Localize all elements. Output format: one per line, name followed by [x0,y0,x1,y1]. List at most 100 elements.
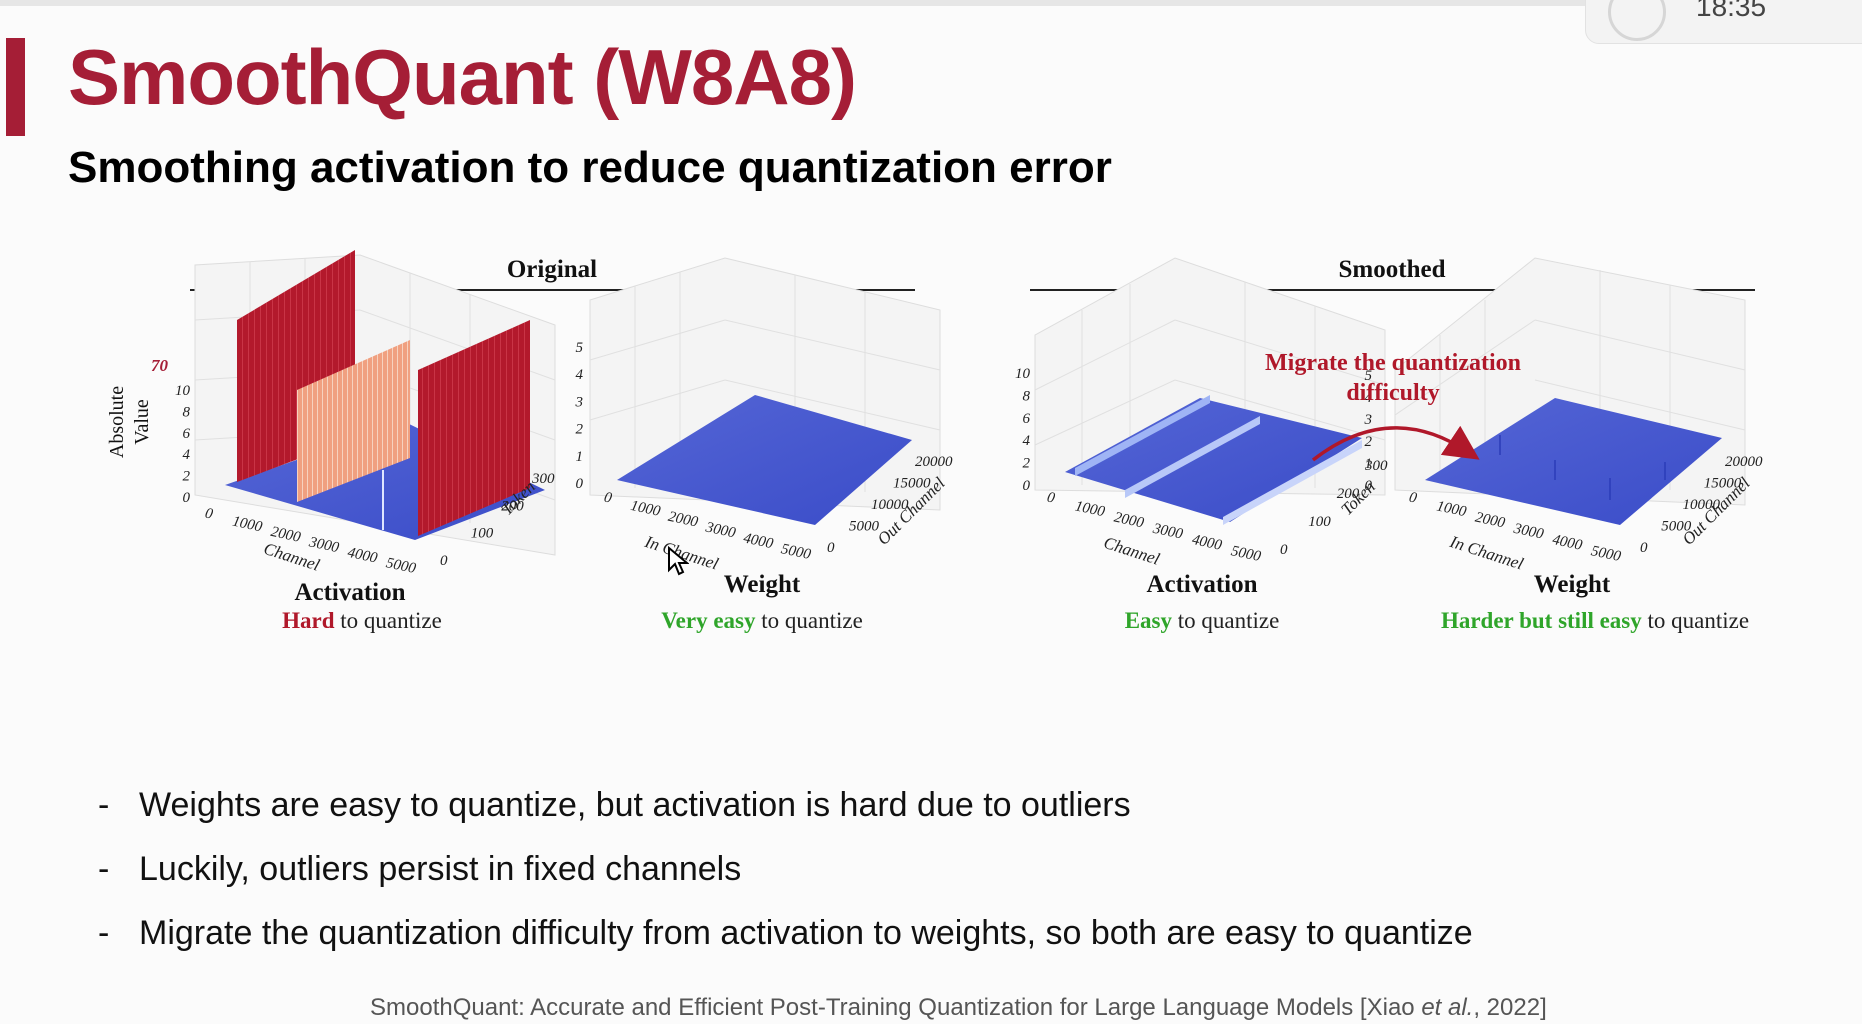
tick-label: 1000 [1435,498,1468,520]
slide-title: SmoothQuant (W8A8) [68,33,857,121]
tick-label: 200 [501,498,524,514]
tick-label: 100 [1308,514,1331,530]
tick-label: 1 [576,449,584,465]
tick-label: 15000 [893,476,931,492]
tick-label: 4 [183,447,191,463]
tick-label: 4 [1023,433,1031,449]
title-accent-bar [6,38,25,136]
tick-label: 2000 [1474,510,1507,532]
tick-label: 5000 [1589,543,1622,565]
tick-label: 200 [1337,486,1360,502]
migrate-arrow [1311,425,1480,462]
tick-label: 4000 [1190,532,1223,554]
tick-label: 0 [603,489,614,506]
axis-title-in-channel: In Channel [1447,532,1526,574]
panel-name-orig-wt: Weight [724,571,801,598]
tick-label: 2000 [1112,510,1145,532]
panel-verdict-smooth-act: Easy to quantize [1125,608,1280,633]
axis-title-channel: Channel [1101,533,1162,569]
verdict-highlight: Hard [282,608,335,633]
tick-label: 0 [1046,489,1057,506]
verdict-highlight: Very easy [661,608,756,633]
tick-label: 3000 [703,519,737,541]
tick-label: 3000 [307,534,341,556]
tick-label: 3000 [1151,521,1185,543]
tick-label: 3000 [1511,521,1545,543]
tick-label: 2 [183,469,191,485]
smoothed-activation-floor [1065,398,1362,522]
clock-time: 18:35 [1696,0,1767,22]
tick-label: 1000 [1073,498,1106,520]
verdict-highlight: Harder but still easy [1441,608,1642,633]
panel-name-orig-act: Activation [294,579,405,606]
tick-label: 3 [1364,412,1373,428]
tick-label: 1 [1365,456,1373,472]
tick-label: 0 [1408,489,1419,506]
citation: SmoothQuant: Accurate and Efficient Post… [370,994,1547,1022]
tick-label: 0 [576,476,584,492]
tick-label: 0 [204,505,215,522]
tick-label: 2 [576,422,584,438]
bullet-dash: - [98,850,110,888]
tick-label: 4 [1365,390,1373,406]
tick-label: 0 [827,540,835,556]
tick-label: 0 [183,490,191,506]
weight-floor [617,395,912,525]
outlier-channel-wall [297,340,410,502]
smoothed-weight-floor [1425,398,1722,525]
y-axis-label-absolute: Absolute [106,386,128,458]
window-top-border [0,0,1862,6]
tick-label: 3 [575,394,584,410]
tick-label: 0 [1365,478,1373,494]
panel-name-smooth-wt: Weight [1534,571,1611,598]
smoothed-channel-ridge [1075,395,1210,476]
outlier-value-label: 70 [151,356,169,375]
tick-label: 2000 [269,524,302,546]
migrate-label-line1: Migrate the quantization [1265,350,1521,376]
verdict-rest: to quantize [1642,608,1749,633]
original-label: Original [507,256,597,283]
y-axis-label-value: Value [131,399,153,445]
tick-label: 1000 [231,514,264,536]
slide-subtitle: Smoothing activation to reduce quantizat… [68,143,1112,192]
smoothed-channel-ridge [1125,416,1260,498]
bullet-text: Luckily, outliers persist in fixed chann… [139,850,742,888]
citation-prefix: SmoothQuant: Accurate and Efficient Post… [370,994,1422,1021]
tick-label: 5 [576,340,584,356]
tick-label: 4000 [346,545,379,567]
tick-label: 5000 [1229,543,1262,565]
clock-widget: 18:35 [1585,0,1862,44]
tick-label: 5000 [779,541,812,563]
tick-label: 2 [1365,434,1373,450]
panel-verdict-orig-act: Hard to quantize [282,608,442,633]
verdict-rest: to quantize [1172,608,1279,633]
tick-label: 5000 [384,555,417,577]
tick-label: 0 [1280,542,1288,558]
tick-label: 2 [1023,456,1031,472]
citation-suffix: , 2022] [1473,994,1547,1021]
tick-label: 4000 [1551,532,1584,554]
panel-verdict-orig-wt: Very easy to quantize [661,608,863,633]
panel-verdict-smooth-wt: Harder but still easy to quantize [1441,608,1749,633]
tick-label: 0 [1640,540,1648,556]
mouse-cursor-icon [667,545,690,581]
bullet-text: Migrate the quantization difficulty from… [139,914,1473,952]
panel-name-smooth-act: Activation [1146,571,1257,598]
tick-label: 10000 [1683,497,1721,513]
tick-label: 10 [1015,366,1031,382]
tick-label: 15000 [1704,476,1742,492]
tick-label: 2000 [667,509,700,531]
verdict-highlight: Easy [1125,608,1173,633]
tick-label: 10 [175,383,191,399]
smoothed-channel-ridge [1223,440,1362,525]
plot-original-activation: 70 0 2 4 6 8 10 0 1000 2000 3000 4000 5000 0 100 200… [106,250,556,633]
tick-label: 10000 [871,497,909,513]
migrate-label-line2: difficulty [1346,380,1439,406]
bullet-dash: - [98,786,110,824]
tick-label: 300 [531,471,555,487]
clock-icon [1608,0,1666,41]
